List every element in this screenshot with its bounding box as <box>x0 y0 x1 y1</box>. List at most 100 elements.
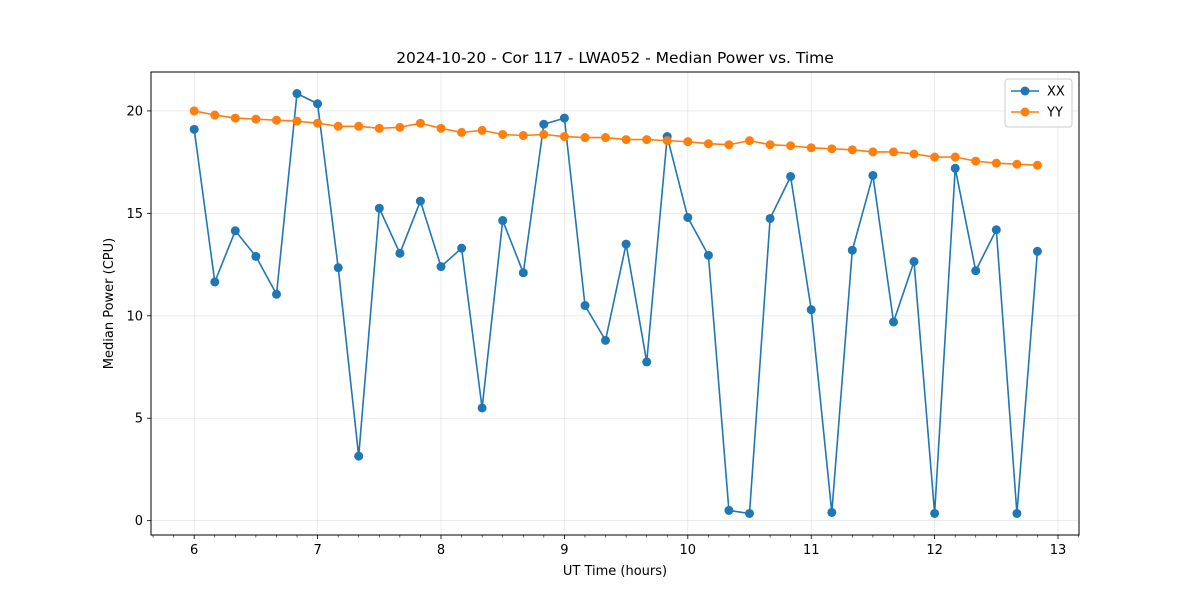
data-point-yy <box>559 132 569 142</box>
data-point-yy <box>847 145 857 155</box>
data-point-xx <box>950 163 960 173</box>
data-point-xx <box>745 508 755 518</box>
data-point-yy <box>292 116 302 126</box>
legend: XX YY <box>1004 78 1073 128</box>
data-point-yy <box>354 121 364 131</box>
data-point-yy <box>683 137 693 147</box>
legend-item-xx: XX <box>1011 85 1065 100</box>
data-point-yy <box>539 129 549 139</box>
data-point-yy <box>210 110 220 120</box>
data-point-xx <box>436 262 446 272</box>
y-tick-label: 15 <box>126 207 143 222</box>
data-point-yy <box>313 118 323 128</box>
data-point-xx <box>559 113 569 123</box>
data-point-xx <box>683 212 693 222</box>
data-point-yy <box>786 141 796 151</box>
data-point-yy <box>230 113 240 123</box>
legend-item-yy: YY <box>1011 106 1063 121</box>
data-point-xx <box>847 245 857 255</box>
data-point-yy <box>827 144 837 154</box>
data-point-xx <box>457 243 467 253</box>
data-point-yy <box>991 158 1001 168</box>
data-point-yy <box>703 139 713 149</box>
data-point-yy <box>477 125 487 135</box>
data-point-yy <box>889 147 899 157</box>
data-point-xx <box>827 507 837 517</box>
legend-marker <box>1020 86 1030 96</box>
data-point-xx <box>909 257 919 267</box>
data-point-xx <box>251 251 261 261</box>
data-point-yy <box>621 135 631 145</box>
data-point-yy <box>498 129 508 139</box>
data-point-xx <box>210 277 220 287</box>
data-point-yy <box>724 140 734 150</box>
data-point-xx <box>621 239 631 249</box>
data-point-xx <box>189 124 199 134</box>
x-tick-label: 6 <box>190 543 198 558</box>
data-point-yy <box>950 152 960 162</box>
data-point-xx <box>272 289 282 299</box>
y-tick-label: 10 <box>126 309 143 324</box>
data-point-xx <box>292 89 302 99</box>
data-point-yy <box>457 127 467 137</box>
data-point-yy <box>662 136 672 146</box>
x-tick-label: 11 <box>803 543 820 558</box>
data-point-xx <box>600 335 610 345</box>
data-point-xx <box>395 248 405 258</box>
data-point-xx <box>477 403 487 413</box>
series-xx <box>189 89 1042 518</box>
data-point-yy <box>971 156 981 166</box>
data-point-yy <box>580 133 590 143</box>
data-point-yy <box>436 123 446 133</box>
y-axis-label: Median Power (CPU) <box>102 238 117 369</box>
y-tick-label: 20 <box>126 104 143 119</box>
x-tick-label: 12 <box>926 543 943 558</box>
data-point-yy <box>642 135 652 145</box>
data-point-yy <box>333 121 343 131</box>
x-tick-label: 7 <box>313 543 321 558</box>
data-point-yy <box>909 149 919 159</box>
x-tick-label: 8 <box>437 543 445 558</box>
data-point-xx <box>889 317 899 327</box>
data-point-xx <box>868 170 878 180</box>
data-point-xx <box>1012 508 1022 518</box>
data-point-xx <box>724 505 734 515</box>
data-point-xx <box>518 268 528 278</box>
grid <box>151 72 1079 535</box>
data-point-yy <box>189 106 199 116</box>
x-tick-label: 9 <box>560 543 568 558</box>
data-point-xx <box>498 216 508 226</box>
data-point-yy <box>518 131 528 141</box>
legend-label: XX <box>1047 85 1065 100</box>
data-point-xx <box>971 266 981 276</box>
series-layer <box>189 89 1042 518</box>
x-tick-label: 13 <box>1050 543 1067 558</box>
data-point-xx <box>991 225 1001 235</box>
data-point-xx <box>313 99 323 109</box>
data-point-xx <box>765 213 775 223</box>
data-point-xx <box>354 451 364 461</box>
data-point-yy <box>868 147 878 157</box>
series-line-xx <box>193 92 1039 515</box>
data-point-yy <box>745 136 755 146</box>
data-point-yy <box>415 118 425 128</box>
y-tick-label: 5 <box>135 412 143 427</box>
data-point-xx <box>539 119 549 129</box>
data-point-xx <box>1032 246 1042 256</box>
data-point-xx <box>415 196 425 206</box>
legend-label: YY <box>1046 106 1063 121</box>
chart-title: 2024-10-20 - Cor 117 - LWA052 - Median P… <box>396 49 834 67</box>
data-point-yy <box>395 122 405 132</box>
series-yy <box>189 106 1042 170</box>
data-point-yy <box>251 114 261 124</box>
data-point-xx <box>703 250 713 260</box>
data-point-xx <box>806 305 816 315</box>
legend-marker <box>1020 107 1030 117</box>
data-point-yy <box>600 133 610 143</box>
data-point-xx <box>930 508 940 518</box>
data-point-xx <box>786 171 796 181</box>
ticks: 6 7 8 9 10 11 12 13 0 5 10 15 20 <box>126 104 1079 558</box>
y-tick-label: 0 <box>135 514 143 529</box>
